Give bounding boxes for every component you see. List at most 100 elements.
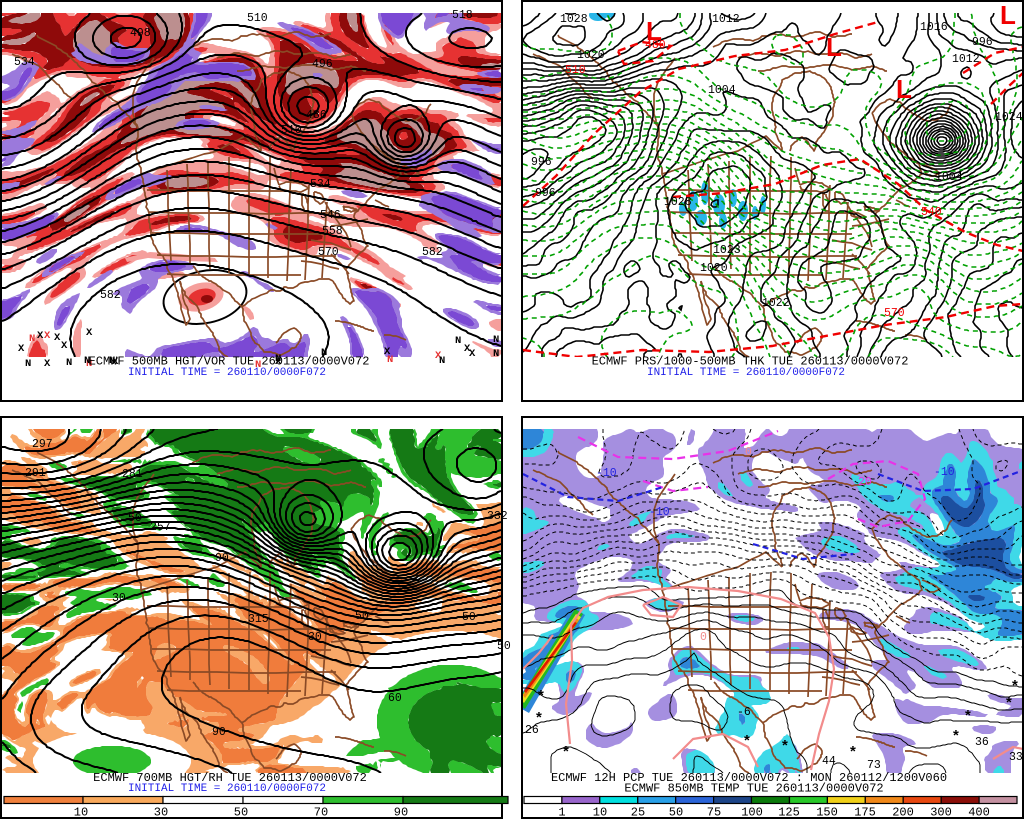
- svg-text:N: N: [84, 355, 90, 367]
- svg-text:N: N: [86, 358, 92, 370]
- svg-text:N: N: [493, 334, 499, 346]
- svg-text:50: 50: [234, 806, 248, 819]
- svg-text:1022: 1022: [762, 297, 790, 310]
- svg-text:582: 582: [100, 289, 121, 302]
- svg-text:332: 332: [487, 510, 508, 523]
- svg-text:X: X: [44, 358, 51, 370]
- svg-text:534: 534: [14, 56, 35, 69]
- svg-text:*: *: [782, 737, 788, 754]
- svg-text:25: 25: [631, 806, 645, 819]
- svg-text:1023: 1023: [713, 244, 741, 257]
- svg-text:N: N: [66, 357, 72, 369]
- svg-text:N: N: [109, 355, 115, 367]
- svg-text:30: 30: [112, 592, 126, 605]
- svg-text:*: *: [953, 727, 959, 744]
- svg-text:125: 125: [778, 806, 800, 819]
- svg-text:582: 582: [422, 246, 443, 259]
- svg-text:-10: -10: [596, 467, 617, 480]
- svg-text:291: 291: [25, 467, 46, 480]
- svg-text:1024: 1024: [995, 111, 1023, 124]
- svg-text:L: L: [646, 16, 662, 46]
- svg-text:L: L: [826, 32, 842, 62]
- svg-text:N: N: [455, 335, 461, 347]
- svg-text:-6: -6: [737, 706, 751, 719]
- svg-text:486: 486: [306, 109, 327, 122]
- svg-text:INITIAL TIME = 260110/0000F072: INITIAL TIME = 260110/0000F072: [128, 367, 326, 379]
- svg-text:N: N: [321, 347, 327, 359]
- svg-text:36: 36: [975, 736, 989, 749]
- svg-text:*: *: [536, 709, 542, 726]
- svg-text:75: 75: [707, 806, 721, 819]
- svg-text:90: 90: [394, 806, 408, 819]
- svg-text:X: X: [275, 356, 282, 368]
- svg-text:558: 558: [322, 225, 343, 238]
- svg-text:1016: 1016: [920, 21, 948, 34]
- svg-text:315: 315: [248, 613, 269, 626]
- svg-text:44: 44: [822, 755, 836, 768]
- svg-text:546: 546: [320, 209, 341, 222]
- svg-text:X: X: [435, 350, 442, 362]
- svg-text:X: X: [54, 332, 61, 344]
- svg-text:498: 498: [130, 27, 151, 40]
- svg-text:570: 570: [884, 307, 905, 320]
- svg-text:33: 33: [1009, 751, 1023, 764]
- svg-text:73: 73: [867, 759, 881, 772]
- svg-text:300: 300: [930, 806, 952, 819]
- svg-text:10: 10: [74, 806, 88, 819]
- svg-text:50: 50: [497, 640, 511, 653]
- svg-text:996: 996: [531, 156, 552, 169]
- svg-text:10: 10: [593, 806, 607, 819]
- svg-text:1020: 1020: [700, 262, 728, 275]
- svg-text:30: 30: [308, 631, 322, 644]
- svg-text:ECMWF PRS/1000-500MB THK TUE 2: ECMWF PRS/1000-500MB THK TUE 260113/0000…: [592, 355, 909, 369]
- svg-text:518: 518: [452, 9, 473, 22]
- svg-text:*: *: [965, 707, 971, 724]
- svg-text:X: X: [86, 327, 93, 339]
- svg-text:1: 1: [558, 806, 565, 819]
- svg-text:480: 480: [645, 39, 666, 52]
- svg-text:1004: 1004: [935, 171, 963, 184]
- svg-text:175: 175: [854, 806, 876, 819]
- svg-text:1004: 1004: [708, 84, 736, 97]
- svg-text:0: 0: [700, 631, 707, 644]
- svg-text:*: *: [850, 743, 856, 760]
- svg-text:50: 50: [669, 806, 683, 819]
- svg-text:-10: -10: [934, 466, 955, 479]
- svg-text:X: X: [384, 346, 391, 358]
- svg-text:20: 20: [858, 476, 872, 489]
- svg-text:70: 70: [314, 806, 328, 819]
- svg-text:1020: 1020: [577, 49, 605, 62]
- svg-text:ECMWF 700MB HGT/RH TUE 260113/: ECMWF 700MB HGT/RH TUE 260113/0000V072: [93, 771, 367, 785]
- svg-text:1012: 1012: [712, 13, 740, 26]
- svg-text:297: 297: [32, 438, 53, 451]
- svg-text:0: 0: [745, 446, 752, 459]
- svg-text:26: 26: [525, 724, 539, 737]
- svg-text:996: 996: [972, 36, 993, 49]
- svg-text:N: N: [275, 353, 281, 365]
- svg-text:ECMWF 12H PCP TUE 260113/0000V: ECMWF 12H PCP TUE 260113/0000V072 : MON …: [551, 771, 947, 785]
- svg-text:ECMWF 850MB TEMP TUE 260113/00: ECMWF 850MB TEMP TUE 260113/0000V072: [624, 782, 883, 796]
- svg-text:X: X: [112, 356, 119, 368]
- svg-text:X: X: [469, 348, 476, 360]
- svg-text:400: 400: [968, 806, 990, 819]
- svg-text:X: X: [18, 343, 25, 355]
- svg-text:570: 570: [318, 246, 339, 259]
- svg-text:534: 534: [310, 178, 331, 191]
- svg-text:*: *: [744, 732, 750, 749]
- svg-text:540: 540: [921, 206, 942, 219]
- svg-text:X: X: [464, 343, 471, 355]
- svg-text:50: 50: [355, 610, 369, 623]
- svg-text:90: 90: [215, 552, 229, 565]
- svg-text:50: 50: [128, 512, 142, 525]
- svg-text:510: 510: [281, 124, 302, 137]
- svg-text:X: X: [37, 330, 44, 342]
- svg-text:ECMWF 500MB HGT/VOR TUE 260113: ECMWF 500MB HGT/VOR TUE 260113/0000V072: [89, 355, 370, 369]
- svg-text:50: 50: [462, 611, 476, 624]
- svg-text:1028: 1028: [560, 13, 588, 26]
- svg-text:L: L: [1000, 0, 1016, 30]
- svg-text:*: *: [538, 687, 544, 704]
- svg-text:1028: 1028: [664, 196, 692, 209]
- svg-text:150: 150: [816, 806, 838, 819]
- svg-text:510: 510: [247, 12, 268, 25]
- svg-text:996: 996: [535, 187, 556, 200]
